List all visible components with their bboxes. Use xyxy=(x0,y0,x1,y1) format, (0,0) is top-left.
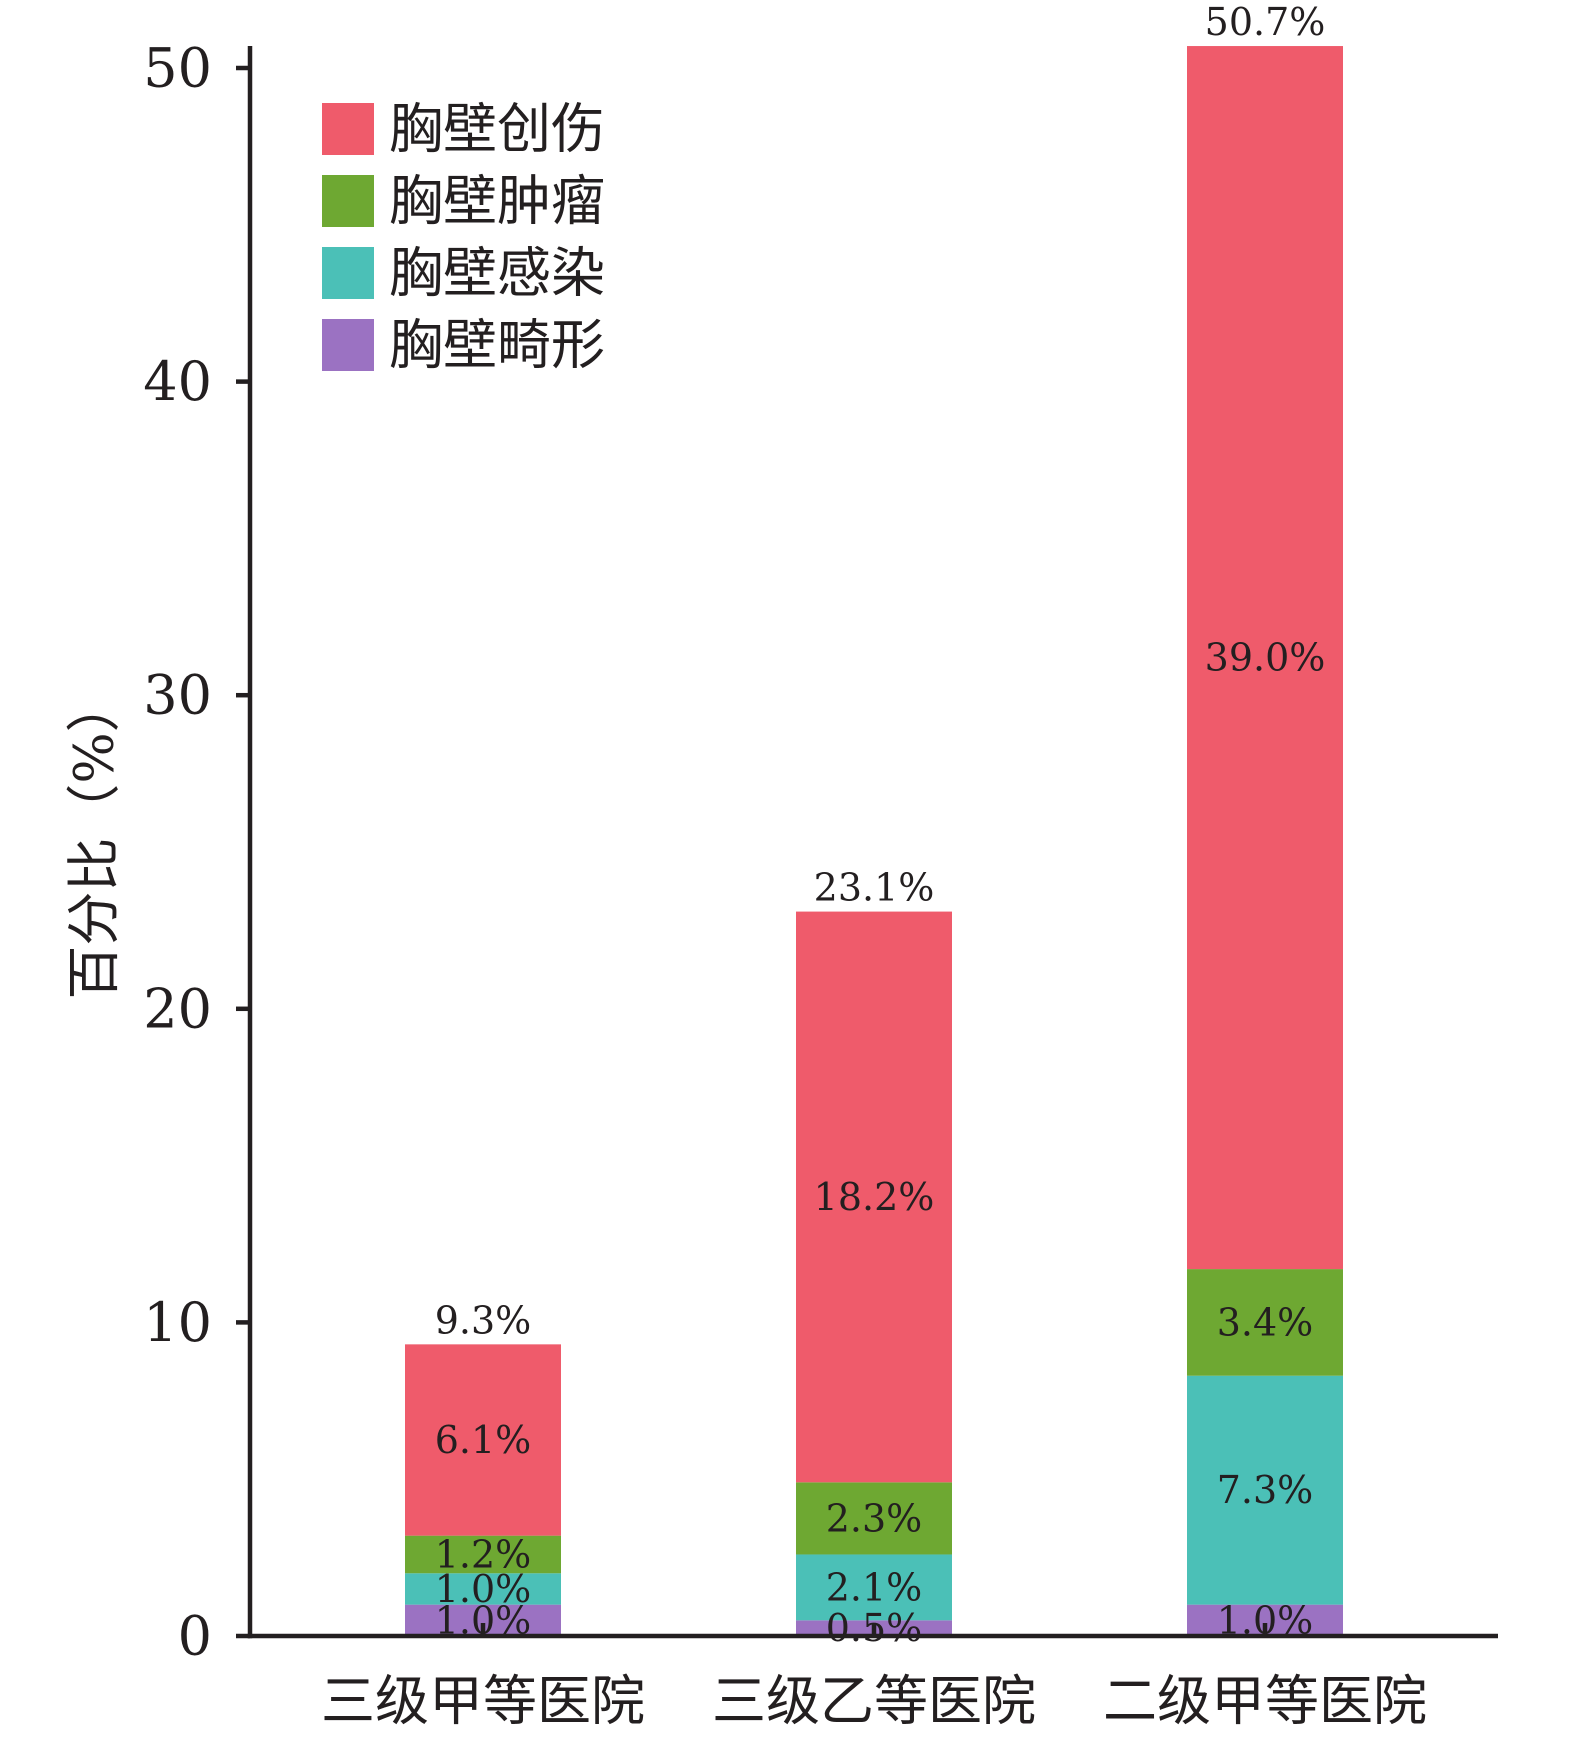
legend-swatch-0 xyxy=(322,319,374,371)
bar-segment-3-1 xyxy=(796,911,952,1483)
y-tick-label-4: 40 xyxy=(143,350,212,413)
data-label-2-2: 3.4% xyxy=(1217,1300,1314,1344)
total-label-2: 50.7% xyxy=(1205,0,1326,44)
bar-segment-2-0 xyxy=(405,1535,561,1574)
y-tick-label-1: 10 xyxy=(143,1291,212,1354)
bar-segment-1-1 xyxy=(796,1554,952,1621)
legend-swatch-2 xyxy=(322,175,374,227)
y-tick-label-0: 0 xyxy=(178,1605,212,1668)
data-label-3-1: 18.2% xyxy=(814,1175,935,1219)
x-tick-label-2: 二级甲等医院 xyxy=(1103,1670,1427,1733)
x-ticks-layer: 三级甲等医院 三级乙等医院 二级甲等医院 xyxy=(321,1623,1427,1733)
legend-label-0: 胸壁畸形 xyxy=(389,314,605,377)
bar-segment-2-2 xyxy=(1187,1269,1343,1376)
data-label-1-1: 2.1% xyxy=(826,1565,923,1609)
data-label-3-2: 39.0% xyxy=(1205,636,1326,680)
data-label-1-0: 1.0% xyxy=(435,1567,532,1611)
legend-label-3: 胸壁创伤 xyxy=(389,98,605,161)
bar-segment-3-0 xyxy=(405,1344,561,1536)
total-label-1: 23.1% xyxy=(814,866,935,910)
legend-swatch-1 xyxy=(322,247,374,299)
total-labels-layer: 9.3% 23.1% 50.7% xyxy=(435,0,1326,1342)
bar-segment-1-0 xyxy=(405,1573,561,1605)
bar-segment-3-2 xyxy=(1187,46,1343,1270)
data-label-1-2: 7.3% xyxy=(1217,1468,1314,1512)
y-axis-title: 百分比（%） xyxy=(63,678,126,999)
x-tick-label-0: 三级甲等医院 xyxy=(321,1670,645,1733)
y-ticks-layer: 0 10 20 30 40 50 xyxy=(143,37,250,1668)
legend-label-2: 胸壁肿瘤 xyxy=(389,170,605,233)
segment-labels-layer: 1.0%1.0%1.2%6.1%0.5%2.1%2.3%18.2%1.0%7.3… xyxy=(435,636,1326,1651)
y-tick-label-2: 20 xyxy=(143,977,212,1040)
bar-segment-2-1 xyxy=(796,1482,952,1555)
bar-segment-1-2 xyxy=(1187,1375,1343,1605)
legend-label-1: 胸壁感染 xyxy=(389,242,605,305)
legend-swatch-3 xyxy=(322,103,374,155)
total-label-0: 9.3% xyxy=(435,1298,532,1342)
y-tick-label-3: 30 xyxy=(143,664,212,727)
y-tick-label-5: 50 xyxy=(143,37,212,100)
data-label-3-0: 6.1% xyxy=(435,1418,532,1462)
data-label-2-1: 2.3% xyxy=(826,1496,923,1540)
data-label-2-0: 1.2% xyxy=(435,1532,532,1576)
x-tick-label-1: 三级乙等医院 xyxy=(712,1670,1036,1733)
bars-layer xyxy=(405,46,1343,1636)
